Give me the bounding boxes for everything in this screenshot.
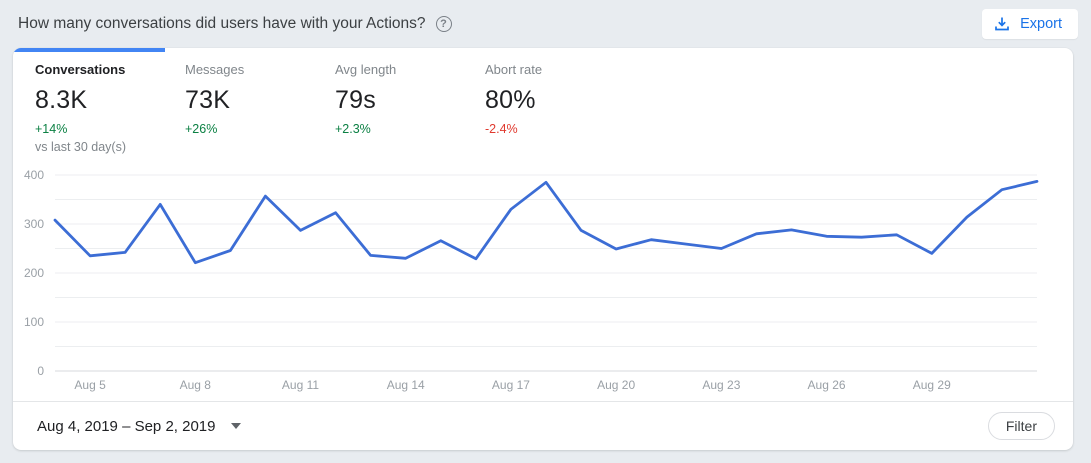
chart-area: 0 100 200 300 400 Aug 5 Aug 8 Aug 11 Aug 14 Aug 1… <box>13 153 1071 403</box>
conversations-line-chart[interactable]: 0 100 200 300 400 Aug 5 Aug 8 Aug 11 Aug 14 Aug 1… <box>13 153 1071 403</box>
y-axis-tick-label: 0 <box>37 364 44 378</box>
date-range-label: Aug 4, 2019 – Sep 2, 2019 <box>37 417 216 435</box>
x-axis-tick-label: Aug 14 <box>387 378 425 392</box>
comparison-note: vs last 30 day(s) <box>35 140 127 154</box>
date-range-selector[interactable]: Aug 4, 2019 – Sep 2, 2019 <box>37 417 242 435</box>
y-axis-tick-label: 200 <box>24 266 44 280</box>
metric-delta: +2.3% <box>335 122 371 136</box>
export-button[interactable]: Export <box>982 9 1078 39</box>
metric-value: 73K <box>185 86 231 114</box>
filter-button[interactable]: Filter <box>987 412 1055 440</box>
metric-label: Abort rate <box>485 62 543 77</box>
x-axis-tick-label: Aug 29 <box>913 378 951 392</box>
download-icon <box>995 17 1009 31</box>
metric-label: Avg length <box>335 62 397 77</box>
page-title: How many conversations did users have wi… <box>18 15 426 32</box>
chevron-down-icon <box>231 423 242 429</box>
x-axis-tick-label: Aug 5 <box>74 378 106 392</box>
active-tab-indicator <box>13 48 165 52</box>
x-axis-tick-label: Aug 11 <box>282 378 319 392</box>
metric-label: Conversations <box>35 62 126 77</box>
chart-line-conversations <box>53 179 1039 265</box>
metric-delta: -2.4% <box>485 122 518 136</box>
help-icon[interactable]: ? <box>435 16 452 32</box>
y-axis-tick-label: 300 <box>24 217 44 231</box>
y-axis-tick-label: 400 <box>24 168 44 182</box>
page-header: How many conversations did users have wi… <box>0 0 1091 48</box>
metric-value: 79s <box>335 86 376 114</box>
export-label: Export <box>1020 16 1062 32</box>
x-axis-tick-label: Aug 23 <box>702 378 740 392</box>
tab-messages[interactable]: Messages 73K +26% <box>185 62 335 153</box>
tab-avg-length[interactable]: Avg length 79s +2.3% <box>335 62 485 153</box>
metric-delta: +14% <box>35 122 68 136</box>
x-axis-tick-label: Aug 26 <box>808 378 846 392</box>
metric-value: 80% <box>485 86 536 114</box>
x-axis-tick-label: Aug 20 <box>597 378 635 392</box>
y-axis-tick-label: 100 <box>24 315 44 329</box>
metric-label: Messages <box>185 62 245 77</box>
x-axis-tick-label: Aug 17 <box>492 378 530 392</box>
x-axis-tick-label: Aug 8 <box>180 378 212 392</box>
metric-value: 8.3K <box>35 86 88 114</box>
metric-delta: +26% <box>185 122 218 136</box>
tab-conversations[interactable]: Conversations 8.3K +14% vs last 30 day(s… <box>35 62 185 154</box>
card-footer: Aug 4, 2019 – Sep 2, 2019 Filter <box>13 401 1073 450</box>
conversations-card: Conversations 8.3K +14% vs last 30 day(s… <box>13 48 1073 450</box>
tab-abort-rate[interactable]: Abort rate 80% -2.4% <box>485 62 635 153</box>
metric-tabs: Conversations 8.3K +14% vs last 30 day(s… <box>13 48 1073 154</box>
